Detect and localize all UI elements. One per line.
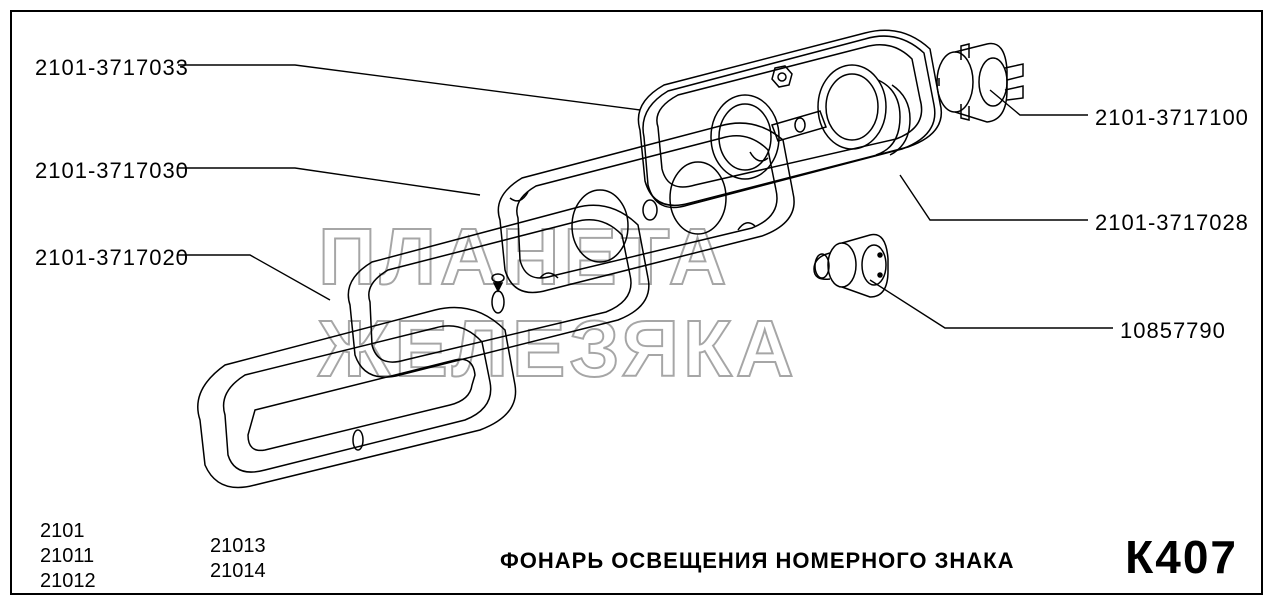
model-2101: 2101	[40, 520, 85, 543]
part-label-3717100: 2101-3717100	[1095, 105, 1249, 131]
model-21014: 21014	[210, 560, 266, 583]
model-21011: 21011	[40, 545, 94, 568]
part-label-3717028: 2101-3717028	[1095, 210, 1249, 236]
part-label-3717020: 2101-3717020	[35, 245, 189, 271]
part-label-10857790: 10857790	[1120, 318, 1226, 344]
exploded-view	[0, 0, 1273, 605]
part-label-3717030: 2101-3717030	[35, 158, 189, 184]
diagram-title: ФОНАРЬ ОСВЕЩЕНИЯ НОМЕРНОГО ЗНАКА	[500, 548, 1015, 574]
part-label-3717033: 2101-3717033	[35, 55, 189, 81]
model-21013: 21013	[210, 535, 266, 558]
diagram-code: К407	[1125, 530, 1238, 584]
model-21012: 21012	[40, 570, 96, 593]
